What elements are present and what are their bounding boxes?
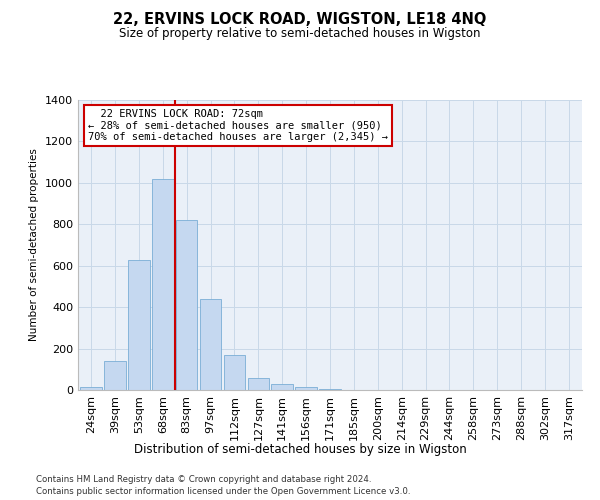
Bar: [152, 178, 173, 390]
Bar: [295, 387, 317, 390]
Bar: [200, 299, 221, 390]
Bar: [80, 387, 102, 390]
Y-axis label: Number of semi-detached properties: Number of semi-detached properties: [29, 148, 40, 342]
Text: Distribution of semi-detached houses by size in Wigston: Distribution of semi-detached houses by …: [134, 442, 466, 456]
Bar: [176, 220, 197, 390]
Text: Size of property relative to semi-detached houses in Wigston: Size of property relative to semi-detach…: [119, 28, 481, 40]
Bar: [128, 260, 149, 390]
Bar: [319, 389, 341, 390]
Text: Contains HM Land Registry data © Crown copyright and database right 2024.: Contains HM Land Registry data © Crown c…: [36, 475, 371, 484]
Text: 22, ERVINS LOCK ROAD, WIGSTON, LE18 4NQ: 22, ERVINS LOCK ROAD, WIGSTON, LE18 4NQ: [113, 12, 487, 28]
Bar: [248, 378, 269, 390]
Text: 22 ERVINS LOCK ROAD: 72sqm
← 28% of semi-detached houses are smaller (950)
70% o: 22 ERVINS LOCK ROAD: 72sqm ← 28% of semi…: [88, 108, 388, 142]
Bar: [104, 361, 126, 390]
Bar: [271, 384, 293, 390]
Text: Contains public sector information licensed under the Open Government Licence v3: Contains public sector information licen…: [36, 488, 410, 496]
Bar: [224, 355, 245, 390]
